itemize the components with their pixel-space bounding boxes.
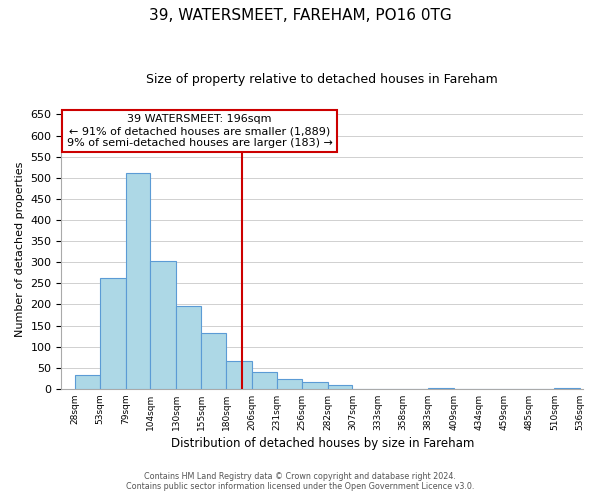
Bar xyxy=(277,378,302,389)
Text: 39 WATERSMEET: 196sqm
← 91% of detached houses are smaller (1,889)
9% of semi-de: 39 WATERSMEET: 196sqm ← 91% of detached … xyxy=(67,114,332,148)
Bar xyxy=(554,388,580,389)
Bar xyxy=(428,388,454,389)
Text: Contains HM Land Registry data © Crown copyright and database right 2024.: Contains HM Land Registry data © Crown c… xyxy=(144,472,456,481)
Bar xyxy=(176,306,201,389)
X-axis label: Distribution of detached houses by size in Fareham: Distribution of detached houses by size … xyxy=(170,437,474,450)
Bar xyxy=(201,333,226,389)
Bar xyxy=(328,386,352,389)
Text: 39, WATERSMEET, FAREHAM, PO16 0TG: 39, WATERSMEET, FAREHAM, PO16 0TG xyxy=(149,8,451,22)
Bar xyxy=(226,362,252,389)
Bar xyxy=(100,278,125,389)
Y-axis label: Number of detached properties: Number of detached properties xyxy=(15,162,25,337)
Bar xyxy=(252,372,277,389)
Bar xyxy=(302,382,328,389)
Text: Contains public sector information licensed under the Open Government Licence v3: Contains public sector information licen… xyxy=(126,482,474,491)
Bar xyxy=(125,172,151,389)
Bar xyxy=(75,375,100,389)
Bar xyxy=(151,261,176,389)
Title: Size of property relative to detached houses in Fareham: Size of property relative to detached ho… xyxy=(146,72,498,86)
